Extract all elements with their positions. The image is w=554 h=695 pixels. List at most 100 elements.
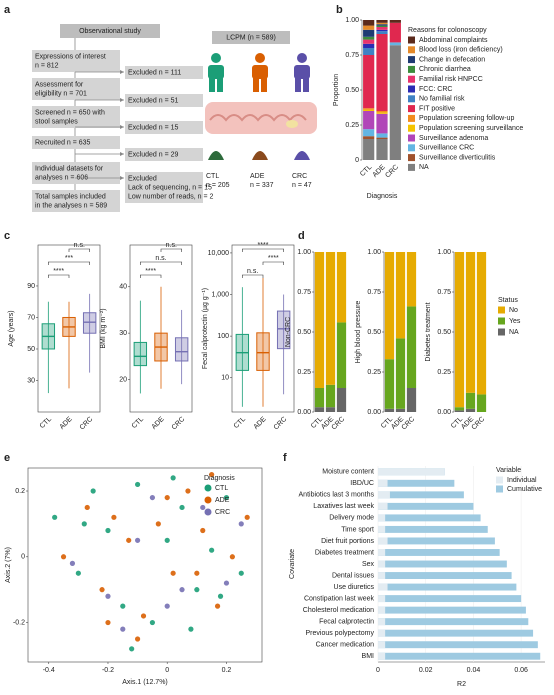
bar-segment [363, 111, 375, 130]
person-crc [294, 53, 310, 92]
legend-label: Change in defecation [419, 56, 485, 63]
legend-label: Blood loss (iron deficiency) [419, 47, 503, 54]
group-name: CTL [206, 173, 219, 180]
y-tick-label: 0.00 [297, 409, 311, 416]
y-tick-label: 0.2 [15, 488, 25, 495]
legend-swatch [408, 36, 415, 44]
x-tick-label: CTL [131, 416, 145, 430]
plot-frame [27, 467, 263, 663]
exclusion-text: Excluded n = 29 [128, 151, 179, 158]
y-tick-label: 90 [27, 283, 35, 290]
point [223, 580, 230, 586]
x-tick-label: CRC [171, 416, 187, 432]
bar-segment [406, 252, 417, 307]
x-axis-label: Axis.1 (12.7%) [122, 679, 168, 686]
exclusion-box [125, 121, 203, 134]
bar [378, 560, 507, 568]
point [164, 537, 170, 543]
legend-swatch [408, 134, 415, 142]
legend-swatch [498, 306, 505, 314]
legend-marker [204, 484, 212, 492]
legend-label: Abdominal complaints [419, 37, 488, 44]
point [164, 603, 170, 609]
point [170, 475, 176, 481]
step-box [32, 136, 120, 149]
step-text: Individual datasets for [35, 165, 104, 172]
legend-title: Variable [496, 467, 521, 474]
bar-segment [389, 42, 401, 46]
x-tick-label: 0.2 [222, 667, 232, 674]
x-tick-label: CRC [331, 416, 347, 432]
y-tick-label: Diet fruit portions [321, 538, 374, 545]
person-ctl [208, 53, 224, 92]
y-tick-label: 30 [27, 377, 35, 384]
y-tick-label: Laxatives last week [313, 503, 374, 510]
bar-segment [465, 252, 476, 393]
bar [378, 629, 386, 637]
y-tick-label: 20 [119, 376, 127, 383]
legend-label: Individual [507, 477, 537, 484]
point [179, 504, 185, 511]
legend-label: Surveillance CRC [419, 145, 474, 152]
step-box [32, 78, 120, 100]
exclusion-text: Excluded [128, 175, 157, 182]
legend-label: No [509, 307, 518, 314]
y-axis-label: Non-CRC [285, 317, 292, 347]
bar [378, 618, 386, 626]
point [149, 619, 156, 626]
bar-segment [465, 392, 476, 409]
cohort-title: LCPM (n = 589) [226, 34, 276, 41]
legend-swatch [408, 56, 415, 64]
comparison-bracket [140, 274, 162, 278]
comparison-label: **** [258, 242, 269, 249]
point [84, 504, 90, 511]
y-tick-label: 1.00 [367, 249, 381, 256]
bar [378, 514, 386, 522]
legend-swatch [408, 65, 415, 73]
bar [378, 583, 517, 591]
comparison-bracket [140, 261, 182, 265]
bar-segment [376, 137, 388, 139]
bar-segment [363, 29, 375, 37]
bar [378, 629, 534, 637]
legend-swatch [408, 154, 415, 162]
illustration [74, 38, 317, 193]
bar-segment [363, 108, 375, 110]
bar [378, 572, 386, 579]
bar-segment [406, 388, 417, 412]
panel-label: d [298, 230, 305, 242]
y-tick-label: Dental issues [332, 572, 375, 579]
bar-segment [336, 388, 347, 412]
box [174, 337, 189, 362]
point [134, 537, 141, 543]
bar-segment [395, 252, 406, 339]
x-tick-label: 0 [376, 667, 380, 674]
bar-segment [336, 322, 347, 388]
point [105, 619, 111, 626]
step-text: in the analyses n = 589 [35, 202, 107, 209]
comparison-label: **** [145, 268, 156, 275]
point [120, 603, 126, 609]
bar-segment [376, 22, 388, 25]
exclusion-box [125, 66, 203, 79]
exclusion-text: Excluded n = 111 [128, 69, 181, 76]
x-axis-label: Diagnosis [367, 193, 398, 200]
bar [378, 537, 495, 545]
stool-ade [252, 151, 268, 160]
point [194, 570, 200, 576]
exclusion-text: Excluded n = 15 [128, 124, 179, 131]
point [214, 603, 221, 609]
point [244, 514, 250, 520]
bar-segment [363, 25, 375, 30]
bar-segment [363, 129, 375, 137]
bar-segment [363, 109, 375, 111]
y-tick-label: 30 [119, 330, 127, 337]
step-text: Assessment for [35, 81, 84, 88]
x-tick-label: ADE [151, 416, 166, 431]
step-text: stool samples [35, 118, 78, 125]
y-tick-label: 10,000 [208, 250, 230, 257]
person-ade [252, 53, 268, 92]
bar [378, 641, 538, 649]
x-tick-label: CRC [273, 416, 289, 432]
legend-marker [204, 496, 212, 504]
